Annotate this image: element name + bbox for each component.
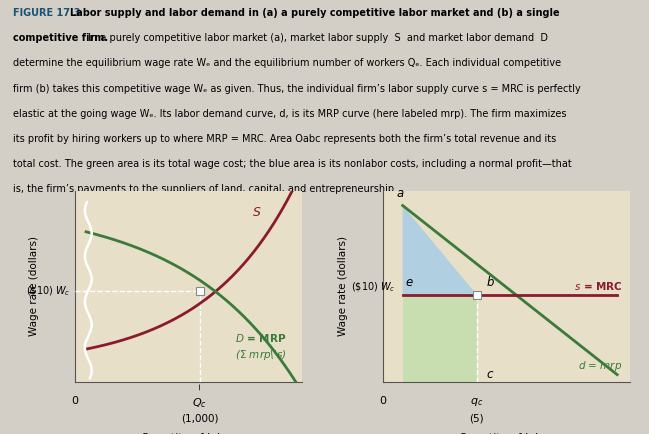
Text: 0: 0	[71, 397, 78, 407]
Text: Wage rate (dollars): Wage rate (dollars)	[29, 237, 39, 336]
Text: Wage rate (dollars): Wage rate (dollars)	[338, 237, 349, 336]
Text: $Q_c$: $Q_c$	[192, 397, 207, 410]
Text: $e$: $e$	[405, 276, 414, 289]
Text: ($\$10$) $W_c$: ($\$10$) $W_c$	[25, 284, 70, 298]
Text: is, the firm’s payments to the suppliers of land, capital, and entrepreneurship.: is, the firm’s payments to the suppliers…	[13, 184, 397, 194]
Text: (5): (5)	[469, 414, 484, 424]
Text: (1,000): (1,000)	[181, 414, 218, 424]
Text: $s$ = MRC: $s$ = MRC	[574, 279, 622, 292]
Text: 0: 0	[380, 397, 386, 407]
Polygon shape	[402, 295, 476, 382]
Text: $S$: $S$	[252, 206, 261, 219]
Text: $b$: $b$	[487, 275, 495, 289]
Text: $c$: $c$	[487, 368, 495, 381]
Text: determine the equilibrium wage rate Wₑ and the equilibrium number of workers Qₑ.: determine the equilibrium wage rate Wₑ a…	[13, 59, 561, 69]
Text: $d$ = $mrp$: $d$ = $mrp$	[578, 358, 622, 372]
Text: its profit by hiring workers up to where MRP = MRC. Area Oabc represents both th: its profit by hiring workers up to where…	[13, 134, 556, 144]
Text: $q_c$: $q_c$	[470, 397, 484, 408]
Text: elastic at the going wage Wₑ. Its labor demand curve, d, is its MRP curve (here : elastic at the going wage Wₑ. Its labor …	[13, 109, 567, 119]
Text: Labor supply and labor demand in (a) a purely competitive labor market and (b) a: Labor supply and labor demand in (a) a p…	[70, 8, 560, 18]
Text: In a purely competitive labor market (a), market labor supply  S  and market lab: In a purely competitive labor market (a)…	[84, 33, 548, 43]
Text: competitive firm.: competitive firm.	[13, 33, 108, 43]
Polygon shape	[402, 206, 476, 295]
Text: ($\Sigma$ $mrp$\'s): ($\Sigma$ $mrp$\'s)	[235, 348, 287, 362]
Text: FIGURE 17.3: FIGURE 17.3	[13, 8, 80, 18]
Text: total cost. The green area is its total wage cost; the blue area is its nonlabor: total cost. The green area is its total …	[13, 159, 572, 169]
Text: firm (b) takes this competitive wage Wₑ as given. Thus, the individual firm’s la: firm (b) takes this competitive wage Wₑ …	[13, 84, 581, 94]
Text: $a$: $a$	[396, 187, 404, 200]
Text: $D$ = MRP: $D$ = MRP	[235, 332, 287, 344]
Text: ($\$10$) $W_c$: ($\$10$) $W_c$	[350, 280, 395, 294]
